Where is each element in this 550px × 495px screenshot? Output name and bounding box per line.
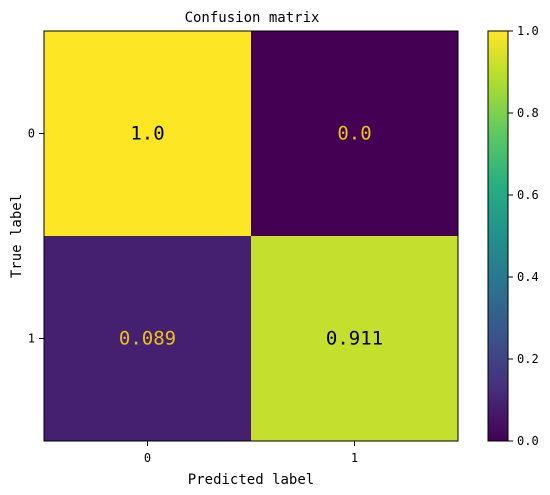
heatmap-cells: 1.0 0.0 0.089 0.911: [44, 31, 458, 441]
heatmap-cell-1-1: [251, 236, 458, 441]
colorbar-tick-label-0: 0.0: [517, 434, 539, 448]
x-tick-label-0: 0: [144, 451, 151, 465]
cell-value-label-0-0: 1.0: [130, 123, 164, 145]
x-tick-label-1: 1: [351, 451, 358, 465]
cell-value-label-1-0: 0.089: [119, 328, 176, 350]
cell-value-label-0-1: 0.0: [337, 123, 371, 145]
colorbar-tick-label-1: 0.2: [517, 352, 539, 366]
colorbar-tick-label-2: 0.4: [517, 270, 539, 284]
colorbar: [487, 30, 509, 442]
y-tick-label-1: 1: [28, 332, 35, 346]
y-axis-label: True label: [9, 194, 25, 278]
heatmap-cell-0-0: [44, 31, 251, 236]
colorbar-ticks: 0.0 0.2 0.4 0.6 0.8 1.0: [508, 24, 539, 448]
axes-ticks: 0 1 0 1: [28, 127, 358, 466]
colorbar-tick-label-4: 0.8: [517, 106, 539, 120]
cell-value-label-1-1: 0.911: [326, 328, 383, 350]
colorbar-tick-label-5: 1.0: [517, 24, 539, 38]
chart-title: Confusion matrix: [185, 10, 320, 26]
heatmap-cell-0-1: [251, 31, 458, 236]
x-axis-label: Predicted label: [188, 472, 314, 488]
plot-frame: [43, 30, 459, 442]
y-tick-label-0: 0: [28, 127, 35, 141]
heatmap-cell-1-0: [44, 236, 251, 441]
colorbar-tick-label-3: 0.6: [517, 188, 539, 202]
